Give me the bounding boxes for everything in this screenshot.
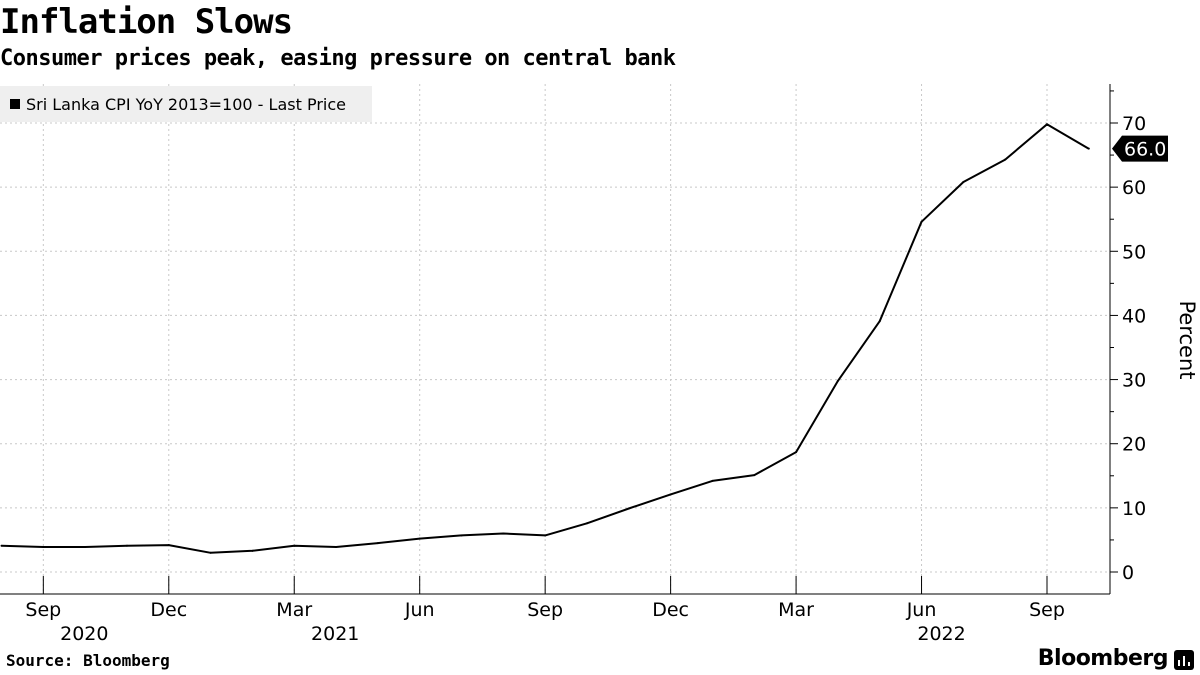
x-tick-label: Dec bbox=[150, 599, 187, 621]
x-year-label: 2020 bbox=[60, 623, 108, 645]
data-point bbox=[502, 532, 505, 535]
x-tick-label: Mar bbox=[778, 599, 814, 621]
legend-swatch bbox=[10, 99, 20, 109]
y-tick-label: 30 bbox=[1122, 370, 1146, 392]
data-point bbox=[293, 544, 296, 547]
chart-title: Inflation Slows bbox=[0, 2, 293, 42]
data-point bbox=[42, 545, 45, 548]
y-axis-title: Percent bbox=[1175, 300, 1199, 379]
brand-logo: Bloomberg bbox=[1037, 646, 1169, 671]
y-tick-label: 50 bbox=[1122, 241, 1146, 263]
last-value-badge bbox=[1112, 135, 1168, 162]
data-point bbox=[585, 522, 588, 525]
y-tick-label: 10 bbox=[1122, 498, 1146, 520]
data-point bbox=[125, 544, 128, 547]
data-point bbox=[1004, 158, 1007, 161]
y-tick-label: 40 bbox=[1122, 305, 1146, 327]
chart-subtitle: Consumer prices peak, easing pressure on… bbox=[0, 46, 676, 71]
legend: Sri Lanka CPI YoY 2013=100 - Last Price bbox=[0, 86, 372, 122]
y-tick-label: 20 bbox=[1122, 434, 1146, 456]
x-tick-label: Sep bbox=[527, 599, 563, 621]
data-point bbox=[1046, 123, 1048, 126]
x-year-label: 2021 bbox=[311, 623, 359, 645]
source-note: Source: Bloomberg bbox=[6, 651, 170, 670]
data-point bbox=[920, 220, 923, 223]
x-tick-label: Jun bbox=[906, 599, 937, 621]
data-point bbox=[460, 534, 463, 537]
data-point bbox=[251, 549, 254, 552]
data-point bbox=[962, 181, 965, 184]
data-point bbox=[795, 451, 798, 454]
data-point bbox=[167, 544, 170, 547]
x-tick-label: Sep bbox=[25, 599, 61, 621]
bloomberg-bars-icon bbox=[1174, 650, 1194, 670]
data-point bbox=[0, 544, 3, 547]
x-tick-label: Dec bbox=[652, 599, 689, 621]
data-point bbox=[1087, 147, 1090, 150]
x-tick-label: Mar bbox=[276, 599, 312, 621]
y-tick-label: 0 bbox=[1122, 562, 1134, 584]
x-year-label: 2022 bbox=[917, 623, 965, 645]
x-tick-label: Sep bbox=[1029, 599, 1065, 621]
data-point bbox=[209, 551, 212, 554]
y-tick-label: 60 bbox=[1122, 177, 1146, 199]
y-tick-label: 70 bbox=[1122, 113, 1146, 135]
data-point bbox=[711, 479, 714, 482]
series-line bbox=[1, 123, 1090, 554]
data-point bbox=[376, 542, 379, 545]
data-point bbox=[836, 379, 839, 382]
data-point bbox=[84, 545, 87, 548]
data-point bbox=[335, 545, 338, 548]
data-point bbox=[669, 493, 672, 496]
legend-label: Sri Lanka CPI YoY 2013=100 - Last Price bbox=[26, 94, 346, 114]
data-point bbox=[627, 507, 630, 510]
data-point bbox=[753, 474, 756, 477]
data-point bbox=[544, 534, 547, 537]
last-value-label: 66.0 bbox=[1124, 139, 1166, 161]
data-point bbox=[878, 320, 881, 323]
data-point bbox=[418, 537, 421, 540]
x-tick-label: Jun bbox=[404, 599, 435, 621]
